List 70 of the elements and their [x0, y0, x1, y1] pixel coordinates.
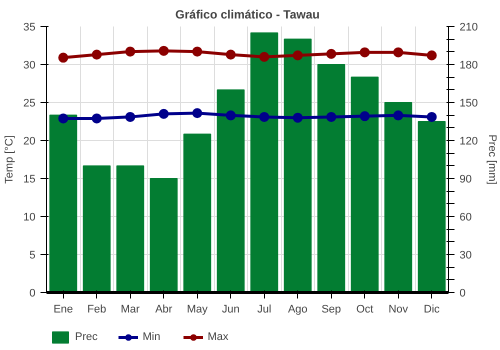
y2-axis-title: Prec [mm]	[486, 134, 498, 185]
bar	[150, 178, 178, 292]
point	[158, 46, 169, 56]
x-tick-label: Jul	[257, 304, 272, 316]
bar	[250, 32, 278, 292]
bar	[82, 165, 111, 292]
point	[259, 112, 270, 122]
y-tick-label: 15	[23, 174, 36, 186]
x-tick-label: Feb	[87, 304, 106, 316]
y2-tick-label: 0	[460, 288, 466, 300]
point	[393, 110, 404, 120]
y-tick-label: 25	[23, 98, 36, 110]
bar	[384, 102, 412, 292]
point	[125, 46, 136, 57]
y2-tick-label: 120	[460, 136, 478, 148]
y-tick-label: 20	[23, 136, 36, 148]
point	[426, 50, 437, 60]
y2-tick-label: 30	[460, 250, 472, 262]
y-tick-label: 30	[23, 60, 36, 72]
legend-label: Max	[208, 330, 228, 344]
point	[259, 52, 270, 62]
point	[92, 50, 102, 60]
point	[360, 47, 370, 58]
point	[158, 108, 169, 119]
x-tick-label: Jun	[222, 304, 240, 316]
bar	[317, 64, 346, 292]
x-tick-label: Ene	[53, 304, 74, 316]
x-tick-label: May	[186, 304, 208, 316]
y-tick-label: 0	[29, 288, 36, 300]
y-axis-title: Temp [°C]	[3, 135, 16, 184]
x-tick-label: Dic	[424, 304, 440, 316]
y2-tick-label: 180	[460, 60, 478, 72]
y2-tick-label: 210	[460, 22, 478, 34]
point	[326, 112, 336, 122]
point	[292, 112, 303, 123]
point	[326, 48, 336, 59]
x-tick-label: Mar	[120, 304, 140, 316]
x-tick-label: Sep	[321, 304, 342, 316]
legend-label: Prec	[75, 330, 98, 344]
y-tick-label: 10	[23, 212, 36, 224]
y2-tick-label: 150	[460, 98, 478, 110]
point	[92, 113, 102, 124]
y-tick-label: 35	[23, 22, 36, 34]
bar	[216, 89, 245, 292]
point	[393, 47, 404, 58]
point	[426, 112, 437, 122]
bar	[418, 121, 446, 292]
point	[58, 52, 68, 63]
legend-label: Min	[142, 330, 162, 344]
x-tick-label: Ago	[288, 304, 308, 316]
point	[292, 50, 303, 60]
point	[360, 111, 370, 122]
y2-tick-label: 60	[460, 212, 472, 224]
bar	[116, 165, 144, 292]
chart-title: Gráfico climático - Tawau	[175, 8, 320, 22]
point	[125, 112, 136, 122]
x-tick-label: Abr	[155, 304, 173, 316]
point	[58, 113, 68, 124]
point	[226, 50, 236, 60]
bar	[183, 134, 212, 292]
bar	[284, 38, 312, 292]
point	[192, 108, 202, 118]
bar	[49, 114, 78, 292]
y-tick-label: 5	[29, 250, 36, 262]
point	[226, 110, 236, 120]
point	[192, 46, 202, 57]
x-tick-label: Nov	[388, 304, 409, 316]
bar	[350, 76, 379, 292]
x-tick-label: Oct	[356, 304, 374, 316]
y2-tick-label: 90	[460, 174, 472, 186]
